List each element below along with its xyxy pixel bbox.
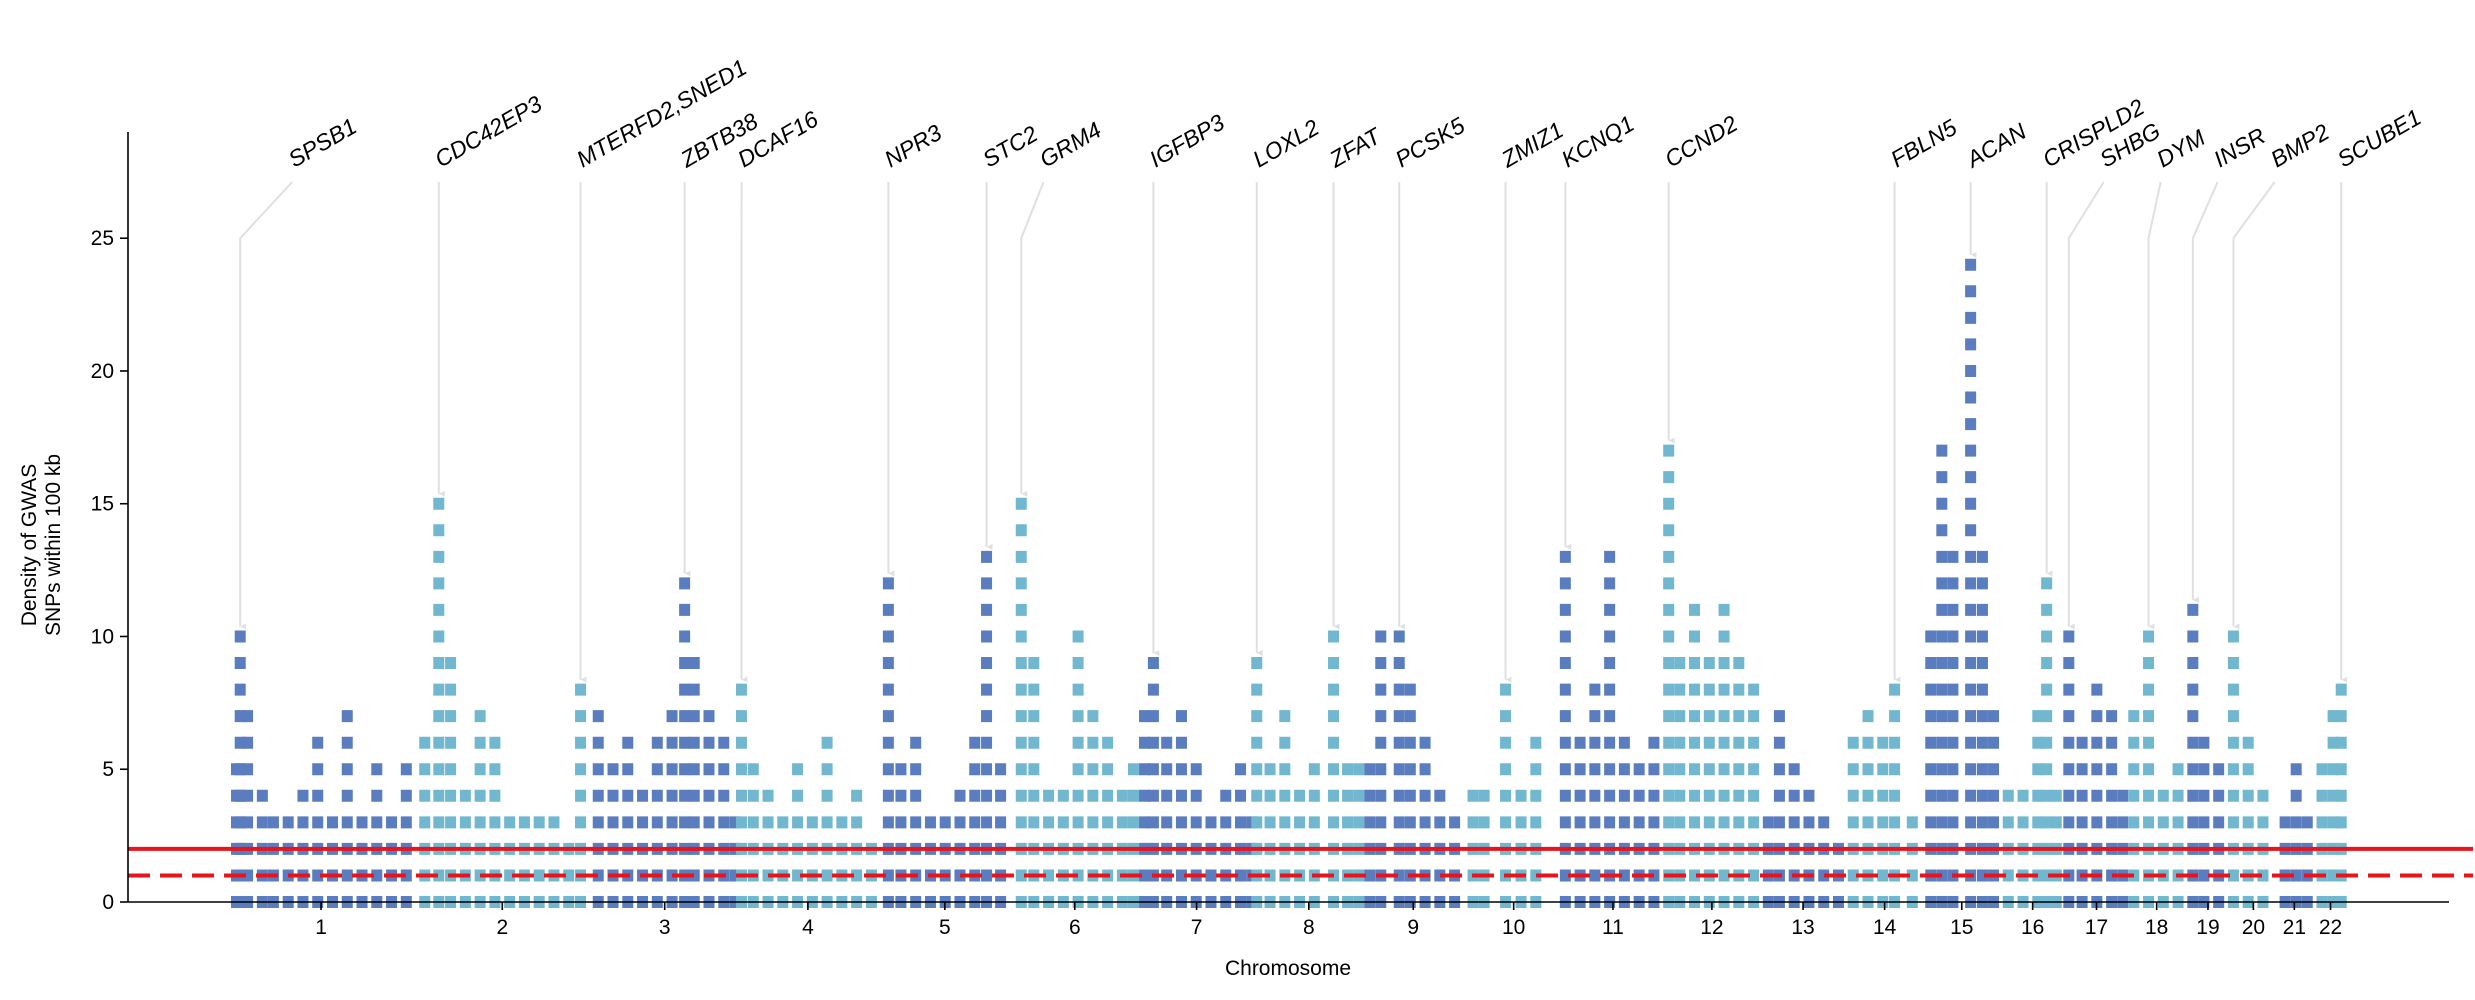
x-tick-label: 17 <box>2085 916 2108 939</box>
y-tick-label: 0 <box>102 891 114 914</box>
gene-label: PCSK5 <box>1391 112 1469 172</box>
gene-label: ACAN <box>1960 118 2030 174</box>
x-tick-label: 16 <box>2021 916 2044 939</box>
x-tick-label: 12 <box>1700 916 1723 939</box>
gene-label: STC2 <box>978 120 1042 172</box>
gene-label: CCND2 <box>1660 110 1742 172</box>
gene-label: GRM4 <box>1035 117 1106 173</box>
x-tick-label: 7 <box>1191 916 1203 939</box>
annotation-arrow <box>2191 181 2219 603</box>
gene-label: NPR3 <box>880 119 946 172</box>
x-axis-label: Chromosome <box>1225 957 1351 980</box>
annotation-arrow <box>2147 181 2162 630</box>
x-tick-label: 20 <box>2242 916 2265 939</box>
x-tick-label: 22 <box>2319 916 2342 939</box>
gene-label: INSR <box>2209 122 2270 172</box>
x-tick-label: 21 <box>2283 916 2306 939</box>
x-tick-label: 5 <box>939 916 951 939</box>
x-tick-label: 6 <box>1069 916 1081 939</box>
gene-label: FBLN5 <box>1886 114 1961 172</box>
gene-label: SCUBE1 <box>2333 104 2426 173</box>
gene-label: LOXL2 <box>1248 114 1323 172</box>
annotation-arrow <box>2067 181 2105 630</box>
y-tick-label: 15 <box>91 493 114 516</box>
x-tick-label: 1 <box>315 916 327 939</box>
y-axis-label: SNPs within 100 kb <box>42 454 65 636</box>
x-tick-label: 10 <box>1502 916 1525 939</box>
gene-label: KCNQ1 <box>1557 110 1639 172</box>
gene-label: SPSB1 <box>284 113 361 173</box>
y-tick-label: 25 <box>91 227 114 250</box>
annotation-arrow <box>239 181 293 630</box>
annotation-arrow <box>2232 181 2276 630</box>
x-tick-label: 13 <box>1791 916 1814 939</box>
y-tick-label: 5 <box>102 758 114 781</box>
y-tick-label: 10 <box>91 625 114 648</box>
gene-label: IGFBP3 <box>1145 109 1229 173</box>
gene-label: ZMIZ1 <box>1496 117 1567 173</box>
x-tick-label: 3 <box>659 916 671 939</box>
x-tick-label: 15 <box>1950 916 1973 939</box>
annotation-arrow <box>1020 181 1045 497</box>
y-axis-label: Density of GWAS <box>18 464 41 627</box>
x-tick-label: 2 <box>496 916 508 939</box>
gene-label: BMP2 <box>2266 118 2333 172</box>
x-tick-label: 8 <box>1303 916 1315 939</box>
x-tick-label: 4 <box>802 916 814 939</box>
x-tick-label: 19 <box>2196 916 2219 939</box>
x-tick-label: 11 <box>1602 916 1624 939</box>
gene-label: DYM <box>2152 124 2210 172</box>
x-tick-label: 14 <box>1873 916 1897 939</box>
x-tick-label: 9 <box>1407 916 1419 939</box>
gene-label: MTERFD2,SNED1 <box>572 54 751 172</box>
x-tick-label: 18 <box>2145 916 2168 939</box>
gene-label: CDC42EP3 <box>430 90 546 172</box>
gene-label: ZFAT <box>1324 122 1386 173</box>
y-tick-label: 20 <box>91 360 114 383</box>
